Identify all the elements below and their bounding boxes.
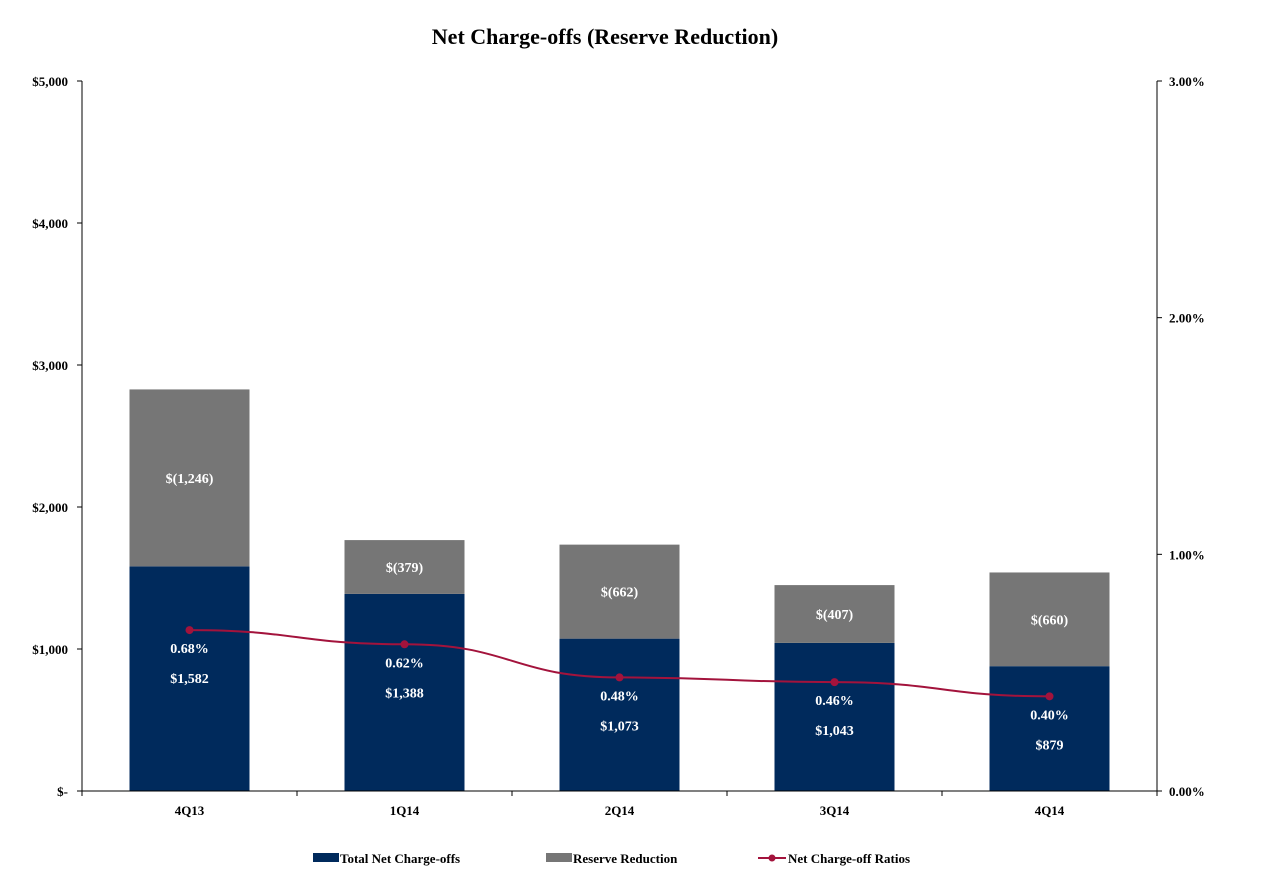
chart-title: Net Charge-offs (Reserve Reduction) — [431, 24, 779, 49]
line-point — [830, 678, 839, 687]
x-tick-label: 1Q14 — [390, 803, 420, 818]
y-left-tick-label: $3,000 — [32, 358, 68, 373]
line-point — [185, 626, 194, 635]
legend-label: Net Charge-off Ratios — [788, 851, 910, 866]
x-tick-label: 2Q14 — [605, 803, 635, 818]
y-left-tick-label: $- — [57, 784, 68, 799]
x-tick-label: 3Q14 — [820, 803, 850, 818]
bar-reserve-reduction — [774, 585, 895, 643]
data-label-total-net-charge-offs: $1,388 — [385, 686, 424, 701]
data-label-ratio: 0.40% — [1030, 708, 1069, 723]
legend-label: Total Net Charge-offs — [340, 851, 460, 866]
y-left-tick-label: $2,000 — [32, 500, 68, 515]
bar-reserve-reduction — [989, 572, 1110, 667]
data-label-ratio: 0.48% — [600, 689, 639, 704]
line-point — [1045, 692, 1054, 701]
data-label-ratio: 0.46% — [815, 694, 854, 709]
data-label-total-net-charge-offs: $1,582 — [170, 672, 209, 687]
data-label-reserve-reduction: $(379) — [386, 561, 424, 576]
bar-total-net-charge-offs — [344, 593, 465, 791]
legend-swatch — [313, 853, 339, 862]
bar-total-net-charge-offs — [559, 638, 680, 791]
data-label-reserve-reduction: $(662) — [601, 586, 639, 601]
y-right-tick-label: 1.00% — [1169, 547, 1205, 562]
y-right-tick-label: 2.00% — [1169, 311, 1205, 326]
y-right-tick-label: 3.00% — [1169, 74, 1205, 89]
legend-swatch — [546, 853, 572, 862]
bar-total-net-charge-offs — [989, 666, 1110, 791]
y-left-tick-label: $1,000 — [32, 642, 68, 657]
y-right-tick-label: 0.00% — [1169, 784, 1205, 799]
x-tick-label: 4Q14 — [1035, 803, 1065, 818]
data-label-reserve-reduction: $(407) — [816, 608, 854, 623]
bar-reserve-reduction — [344, 540, 465, 594]
data-label-total-net-charge-offs: $1,073 — [600, 719, 639, 734]
y-left-tick-label: $5,000 — [32, 74, 68, 89]
data-label-total-net-charge-offs: $879 — [1036, 738, 1064, 753]
bar-reserve-reduction — [559, 544, 680, 639]
line-point — [615, 673, 624, 682]
data-label-reserve-reduction: $(660) — [1031, 613, 1069, 628]
y-left-tick-label: $4,000 — [32, 216, 68, 231]
bar-reserve-reduction — [129, 389, 250, 567]
data-label-ratio: 0.68% — [170, 642, 209, 657]
legend-swatch-marker — [768, 854, 776, 862]
bar-total-net-charge-offs — [774, 642, 895, 791]
data-label-ratio: 0.62% — [385, 656, 424, 671]
bar-total-net-charge-offs — [129, 566, 250, 791]
x-tick-label: 4Q13 — [175, 803, 205, 818]
legend-label: Reserve Reduction — [573, 851, 678, 866]
data-label-reserve-reduction: $(1,246) — [166, 472, 214, 487]
line-point — [400, 640, 409, 649]
data-label-total-net-charge-offs: $1,043 — [815, 724, 854, 739]
